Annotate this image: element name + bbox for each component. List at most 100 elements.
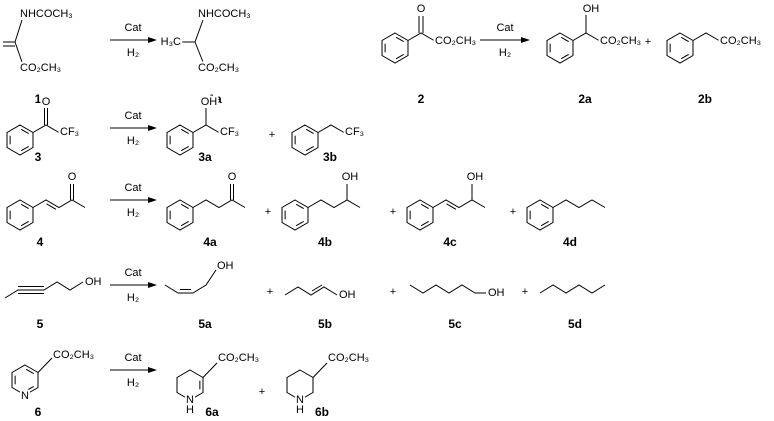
compound-number: 1a — [208, 92, 222, 106]
ring-double-bond — [680, 36, 689, 43]
bond — [552, 199, 606, 209]
ring-double-bond — [305, 128, 314, 135]
ring-double-bond — [395, 36, 404, 43]
ring-double-bond — [540, 220, 549, 227]
bond — [32, 124, 60, 133]
ring-double-bond — [180, 203, 189, 210]
bond — [692, 32, 720, 41]
atom-label: CO₂CH₃ — [720, 35, 761, 47]
atom-label: CF₃ — [60, 126, 79, 138]
atom-label: O — [42, 96, 51, 108]
ring-double-bond — [295, 203, 304, 210]
compound-number: 4d — [563, 235, 577, 249]
ring — [526, 199, 554, 231]
ring — [11, 364, 39, 396]
atom-label: CO₂CH₃ — [198, 62, 239, 74]
bond — [4, 281, 84, 299]
ring — [6, 199, 34, 231]
bond — [409, 284, 486, 294]
atom-label: OH — [583, 3, 600, 15]
atom-label: N — [186, 394, 194, 406]
bond — [192, 199, 246, 209]
compound-number: 3 — [35, 150, 42, 164]
ring-double-bond — [395, 53, 404, 60]
ring-double-bond — [20, 220, 29, 227]
compound-number: 4c — [443, 235, 457, 249]
compound-number: 5b — [318, 317, 332, 331]
ring — [291, 124, 319, 156]
plus-sign: + — [265, 206, 271, 218]
bond — [312, 362, 328, 378]
arrow-head — [148, 125, 157, 131]
atom-label: OH — [217, 260, 234, 272]
arrow-head — [521, 37, 530, 43]
compound-number: 2a — [578, 92, 592, 106]
gas-label: H₂ — [127, 207, 139, 219]
atom-label: O — [417, 3, 426, 15]
atom-label: OH — [339, 289, 356, 301]
atom-label: CO₂CH₃ — [218, 352, 259, 364]
atom-label: NHCOCH₃ — [20, 8, 73, 20]
plus-sign: + — [390, 206, 396, 218]
bond — [14, 41, 23, 63]
compound-number: 4b — [318, 235, 332, 249]
arrow-head — [148, 282, 157, 288]
arrow-head — [148, 37, 157, 43]
atom-label: CF₃ — [220, 126, 239, 138]
plus-sign: + — [259, 386, 265, 398]
atom-label: OH — [488, 287, 505, 299]
ring-double-bond — [25, 385, 34, 392]
atom-label: N — [296, 394, 304, 406]
bond — [37, 357, 53, 373]
plus-sign: + — [390, 286, 396, 298]
ring-double-bond — [20, 145, 29, 152]
bond — [317, 124, 345, 133]
ring-double-bond — [295, 220, 304, 227]
bond — [539, 284, 606, 294]
atom-label: N — [21, 390, 29, 402]
compound-number: 5c — [448, 317, 462, 331]
bond — [192, 124, 220, 133]
ring — [6, 124, 34, 156]
double-bond — [311, 284, 323, 292]
ring-double-bond — [560, 36, 569, 43]
double-bond — [446, 203, 457, 210]
atom-label: O — [68, 171, 77, 183]
ring — [176, 369, 204, 401]
ring-double-bond — [420, 220, 429, 227]
bond — [284, 286, 338, 296]
bond — [407, 32, 435, 41]
atom-label: CO₂CH₃ — [435, 35, 476, 47]
gas-label: H₂ — [127, 292, 139, 304]
bond — [194, 41, 204, 63]
ring-double-bond — [180, 145, 189, 152]
atom-label: CO₂CH₃ — [20, 62, 61, 74]
ring — [281, 199, 309, 231]
compound-number: 4 — [37, 235, 44, 249]
compound-number: 6 — [35, 405, 42, 419]
atom-label: CO₂CH₃ — [328, 352, 369, 364]
bond — [202, 362, 218, 378]
atom-label: H₃C — [161, 36, 181, 48]
ring — [546, 32, 574, 64]
compound-number: 5 — [37, 317, 44, 331]
ring-double-bond — [680, 53, 689, 60]
ring — [406, 199, 434, 231]
atom-label: H — [296, 404, 304, 416]
ring — [286, 369, 314, 401]
ring-double-bond — [180, 128, 189, 135]
catalyst-label: Cat — [496, 22, 513, 34]
catalyst-label: Cat — [124, 267, 141, 279]
atom-label: CF₃ — [345, 126, 364, 138]
bond — [194, 19, 204, 43]
catalyst-label: Cat — [124, 110, 141, 122]
compound-number: 3b — [323, 150, 337, 164]
compound-number: 3a — [198, 150, 212, 164]
gas-label: H₂ — [499, 47, 511, 59]
gas-label: H₂ — [127, 135, 139, 147]
atom-label: CO₂CH₃ — [53, 349, 94, 361]
plus-sign: + — [645, 36, 651, 48]
bond — [432, 199, 486, 209]
labels: NHCOCH₃ CO₂CH₃ 1 Cat H₂ NHCOCH₃ H₃C CO₂CH₃ 1a O CO… — [18, 1, 763, 421]
